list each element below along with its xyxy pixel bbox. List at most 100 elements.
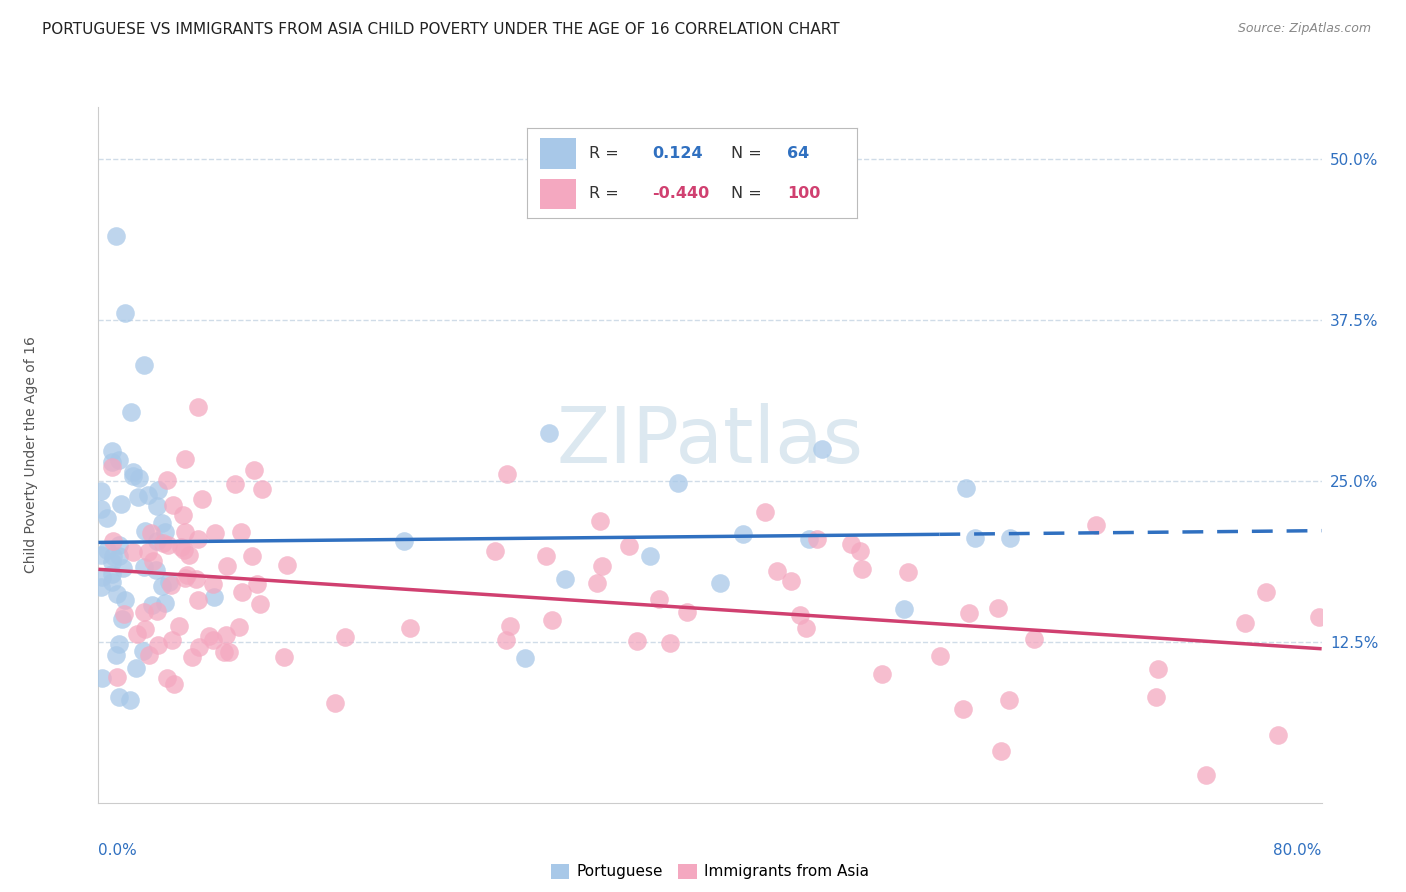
Point: [114, 306, 136, 320]
Point: [990, 744, 1012, 758]
Point: [591, 558, 613, 573]
Point: [214, 645, 236, 659]
Point: [187, 592, 209, 607]
Point: [187, 640, 209, 655]
Point: [1085, 517, 1108, 532]
Text: Child Poverty Under the Age of 16: Child Poverty Under the Age of 16: [24, 336, 38, 574]
Point: [1267, 728, 1289, 742]
Point: [114, 593, 136, 607]
Text: R =: R =: [589, 145, 619, 161]
Point: [323, 696, 346, 710]
Point: [96, 542, 118, 557]
Point: [105, 670, 128, 684]
Point: [111, 612, 134, 626]
Point: [122, 468, 145, 483]
Point: [839, 537, 862, 551]
Point: [174, 452, 197, 467]
Point: [132, 644, 155, 658]
Point: [122, 545, 145, 559]
Point: [811, 442, 834, 456]
Point: [128, 471, 150, 485]
Point: [619, 539, 641, 553]
Text: -0.440: -0.440: [652, 186, 709, 202]
Point: [897, 566, 920, 580]
Point: [146, 604, 169, 618]
Point: [108, 453, 131, 467]
Point: [184, 572, 207, 586]
Point: [107, 538, 129, 552]
Point: [108, 549, 131, 563]
Point: [534, 549, 557, 563]
Point: [90, 548, 112, 562]
Point: [231, 585, 253, 599]
Point: [659, 636, 682, 650]
Point: [240, 549, 263, 563]
Point: [127, 490, 149, 504]
Point: [132, 605, 155, 619]
Point: [648, 591, 671, 606]
Point: [893, 602, 915, 616]
Point: [217, 558, 239, 573]
Point: [851, 561, 873, 575]
Point: [998, 531, 1021, 545]
Point: [170, 540, 193, 554]
Point: [162, 498, 184, 512]
Point: [180, 649, 202, 664]
Point: [766, 564, 789, 578]
FancyBboxPatch shape: [540, 178, 576, 210]
Point: [231, 524, 253, 539]
Point: [153, 524, 176, 539]
Point: [101, 555, 124, 569]
Point: [1256, 585, 1278, 599]
Text: 0.0%: 0.0%: [98, 843, 138, 858]
Text: PORTUGUESE VS IMMIGRANTS FROM ASIA CHILD POVERTY UNDER THE AGE OF 16 CORRELATION: PORTUGUESE VS IMMIGRANTS FROM ASIA CHILD…: [42, 22, 839, 37]
Point: [156, 671, 179, 685]
Point: [101, 455, 124, 469]
Point: [202, 590, 225, 604]
Point: [145, 563, 167, 577]
Point: [541, 613, 564, 627]
Text: N =: N =: [731, 186, 762, 202]
Point: [110, 497, 132, 511]
Point: [250, 483, 273, 497]
Point: [794, 621, 817, 635]
Point: [163, 677, 186, 691]
Point: [675, 605, 697, 619]
Point: [91, 570, 114, 584]
Point: [120, 405, 142, 419]
Point: [134, 622, 156, 636]
Point: [153, 596, 176, 610]
Point: [101, 566, 124, 581]
Point: [101, 575, 124, 590]
Point: [638, 549, 661, 563]
Point: [1308, 610, 1330, 624]
Point: [928, 648, 950, 663]
Point: [987, 601, 1010, 615]
Point: [167, 618, 190, 632]
Point: [498, 619, 520, 633]
Point: [789, 608, 811, 623]
Point: [848, 543, 870, 558]
Point: [484, 544, 506, 558]
Point: [132, 358, 155, 372]
Point: [806, 532, 828, 546]
Point: [146, 533, 169, 548]
Point: [177, 549, 200, 563]
Point: [90, 483, 112, 498]
Point: [108, 637, 131, 651]
Point: [955, 481, 977, 495]
Text: ZIPatlas: ZIPatlas: [557, 403, 863, 479]
Point: [146, 500, 169, 514]
Point: [100, 460, 122, 475]
Point: [666, 476, 689, 491]
Point: [91, 671, 114, 685]
Point: [136, 488, 159, 502]
Point: [142, 554, 165, 568]
Point: [957, 607, 980, 621]
Point: [157, 574, 180, 589]
Point: [589, 514, 612, 528]
Text: 0.124: 0.124: [652, 145, 703, 161]
Point: [187, 532, 209, 546]
Point: [101, 444, 124, 458]
Point: [111, 561, 134, 575]
